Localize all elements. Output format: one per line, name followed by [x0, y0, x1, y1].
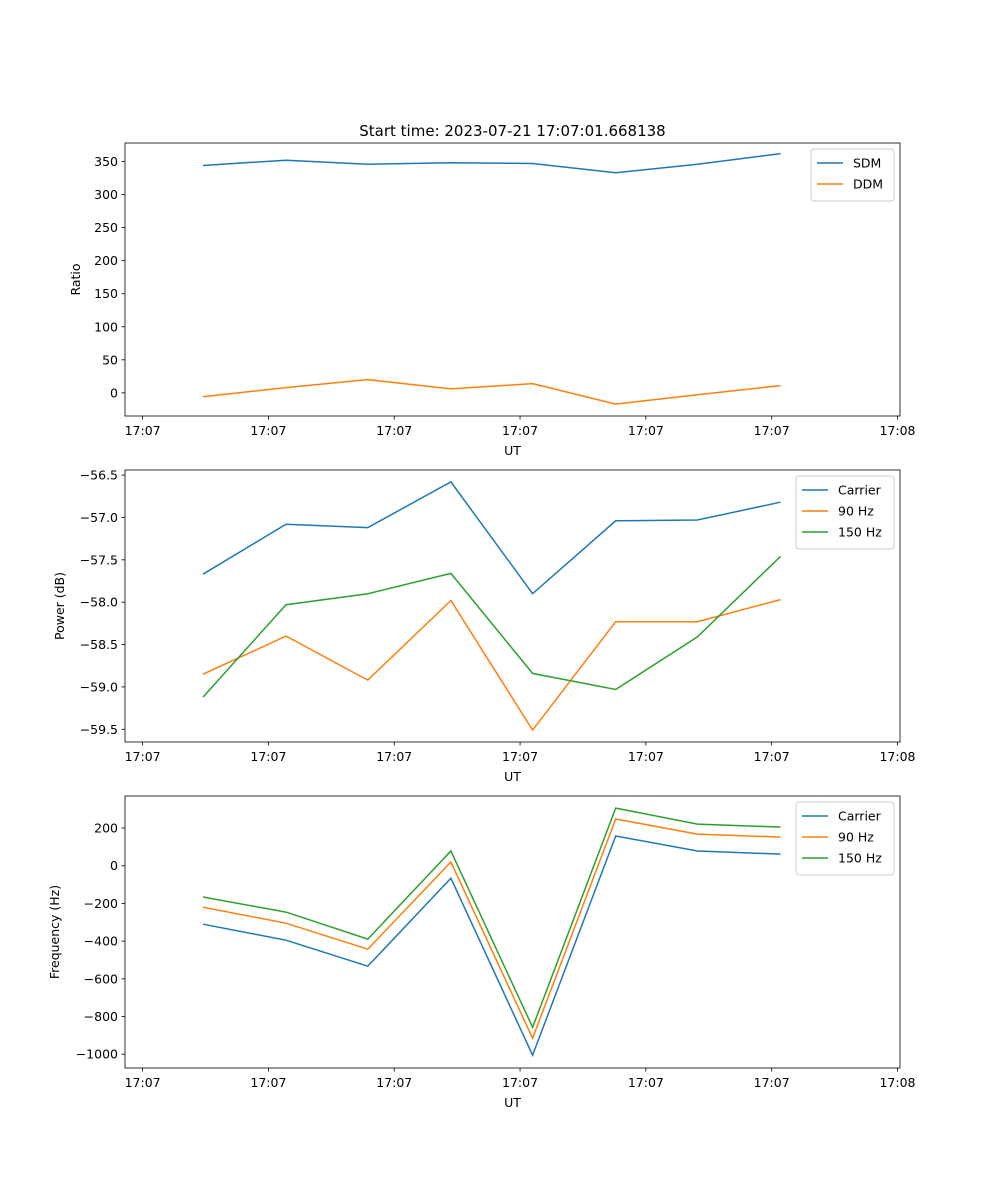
- legend-label: 90 Hz: [838, 504, 874, 519]
- x-tick-label: 17:07: [502, 1075, 538, 1090]
- x-tick-label: 17:08: [879, 423, 915, 438]
- x-tick-label: 17:07: [250, 423, 286, 438]
- x-tick-label: 17:08: [879, 1075, 915, 1090]
- legend-box: [795, 475, 895, 550]
- legend-label: SDM: [853, 156, 881, 171]
- y-tick-label: −600: [84, 971, 118, 986]
- x-tick-label: 17:07: [376, 749, 412, 764]
- x-tick-label: 17:07: [250, 749, 286, 764]
- legend-box: [795, 801, 895, 876]
- x-tick-label: 17:07: [125, 1075, 161, 1090]
- series-line-90-hz: [202, 818, 781, 1041]
- legend-label: 90 Hz: [838, 830, 874, 845]
- y-tick-label: −58.0: [80, 595, 118, 610]
- legend-label: DDM: [853, 177, 883, 192]
- y-tick-label: −57.0: [80, 510, 118, 525]
- legend-label: 150 Hz: [838, 525, 882, 540]
- series-line-carrier: [202, 835, 781, 1058]
- series-line-ddm: [202, 378, 781, 405]
- y-tick-label: 200: [94, 253, 118, 268]
- y-axis-label: Ratio: [68, 263, 83, 295]
- x-tick-label: 17:07: [754, 423, 790, 438]
- axes-frame: [124, 142, 901, 417]
- series-line-90-hz: [202, 598, 781, 732]
- y-tick-label: −59.5: [80, 722, 118, 737]
- y-tick-label: 200: [94, 821, 118, 836]
- x-tick-label: 17:07: [125, 749, 161, 764]
- y-tick-label: −200: [84, 896, 118, 911]
- x-tick-label: 17:07: [376, 423, 412, 438]
- legend: SDM DDM: [810, 148, 895, 202]
- x-tick-label: 17:07: [125, 423, 161, 438]
- x-tick-label: 17:07: [502, 749, 538, 764]
- subplot-1: 17:07 17:07 17:07 17:07 17:07 17:07 17:08 0 50 10…: [68, 122, 916, 458]
- y-tick-label: 350: [94, 154, 118, 169]
- axes-frame: [124, 469, 901, 743]
- y-axis-label: Frequency (Hz): [47, 885, 62, 979]
- subplot-2: 17:07 17:07 17:07 17:07 17:07 17:07 17:08 −59.5…: [52, 468, 916, 784]
- x-tick-label: 17:07: [250, 1075, 286, 1090]
- y-tick-label: −800: [84, 1009, 118, 1024]
- series-line-carrier: [202, 480, 781, 595]
- chart-title: Start time: 2023-07-21 17:07:01.668138: [359, 122, 665, 140]
- legend: Carrier 90 Hz 150 Hz: [795, 801, 895, 876]
- x-tick-label: 17:07: [754, 749, 790, 764]
- x-tick-label: 17:07: [754, 1075, 790, 1090]
- y-tick-label: 50: [102, 352, 118, 367]
- series-line-150-hz: [202, 555, 782, 698]
- x-tick-label: 17:07: [628, 423, 664, 438]
- x-tick-label: 17:07: [628, 1075, 664, 1090]
- x-tick-label: 17:08: [879, 749, 915, 764]
- legend-label: Carrier: [838, 483, 882, 498]
- legend-box: [810, 148, 895, 202]
- y-tick-label: −58.5: [80, 637, 118, 652]
- y-tick-label: −1000: [76, 1047, 118, 1062]
- series-line-sdm: [202, 152, 781, 174]
- y-tick-label: −400: [84, 934, 118, 949]
- x-axis-label: UT: [504, 443, 521, 458]
- axes-frame: [124, 795, 901, 1069]
- x-tick-label: 17:07: [502, 423, 538, 438]
- y-tick-label: −59.0: [80, 679, 118, 694]
- y-tick-label: 0: [110, 385, 118, 400]
- y-tick-label: −56.5: [80, 468, 118, 483]
- x-tick-label: 17:07: [628, 749, 664, 764]
- y-tick-label: 250: [94, 220, 118, 235]
- subplot-3: 17:07 17:07 17:07 17:07 17:07 17:07 17:08 −1000…: [47, 795, 916, 1110]
- y-tick-label: −57.5: [80, 552, 118, 567]
- legend-label: 150 Hz: [838, 851, 882, 866]
- x-axis-label: UT: [504, 1095, 521, 1110]
- y-tick-label: 300: [94, 187, 118, 202]
- y-tick-label: 150: [94, 286, 118, 301]
- legend: Carrier 90 Hz 150 Hz: [795, 475, 895, 550]
- x-tick-label: 17:07: [376, 1075, 412, 1090]
- y-tick-label: 0: [110, 858, 118, 873]
- y-axis-label: Power (dB): [52, 572, 67, 640]
- series-line-150-hz: [202, 807, 781, 1030]
- y-tick-label: 100: [94, 319, 118, 334]
- x-axis-label: UT: [504, 769, 521, 784]
- legend-label: Carrier: [838, 809, 882, 824]
